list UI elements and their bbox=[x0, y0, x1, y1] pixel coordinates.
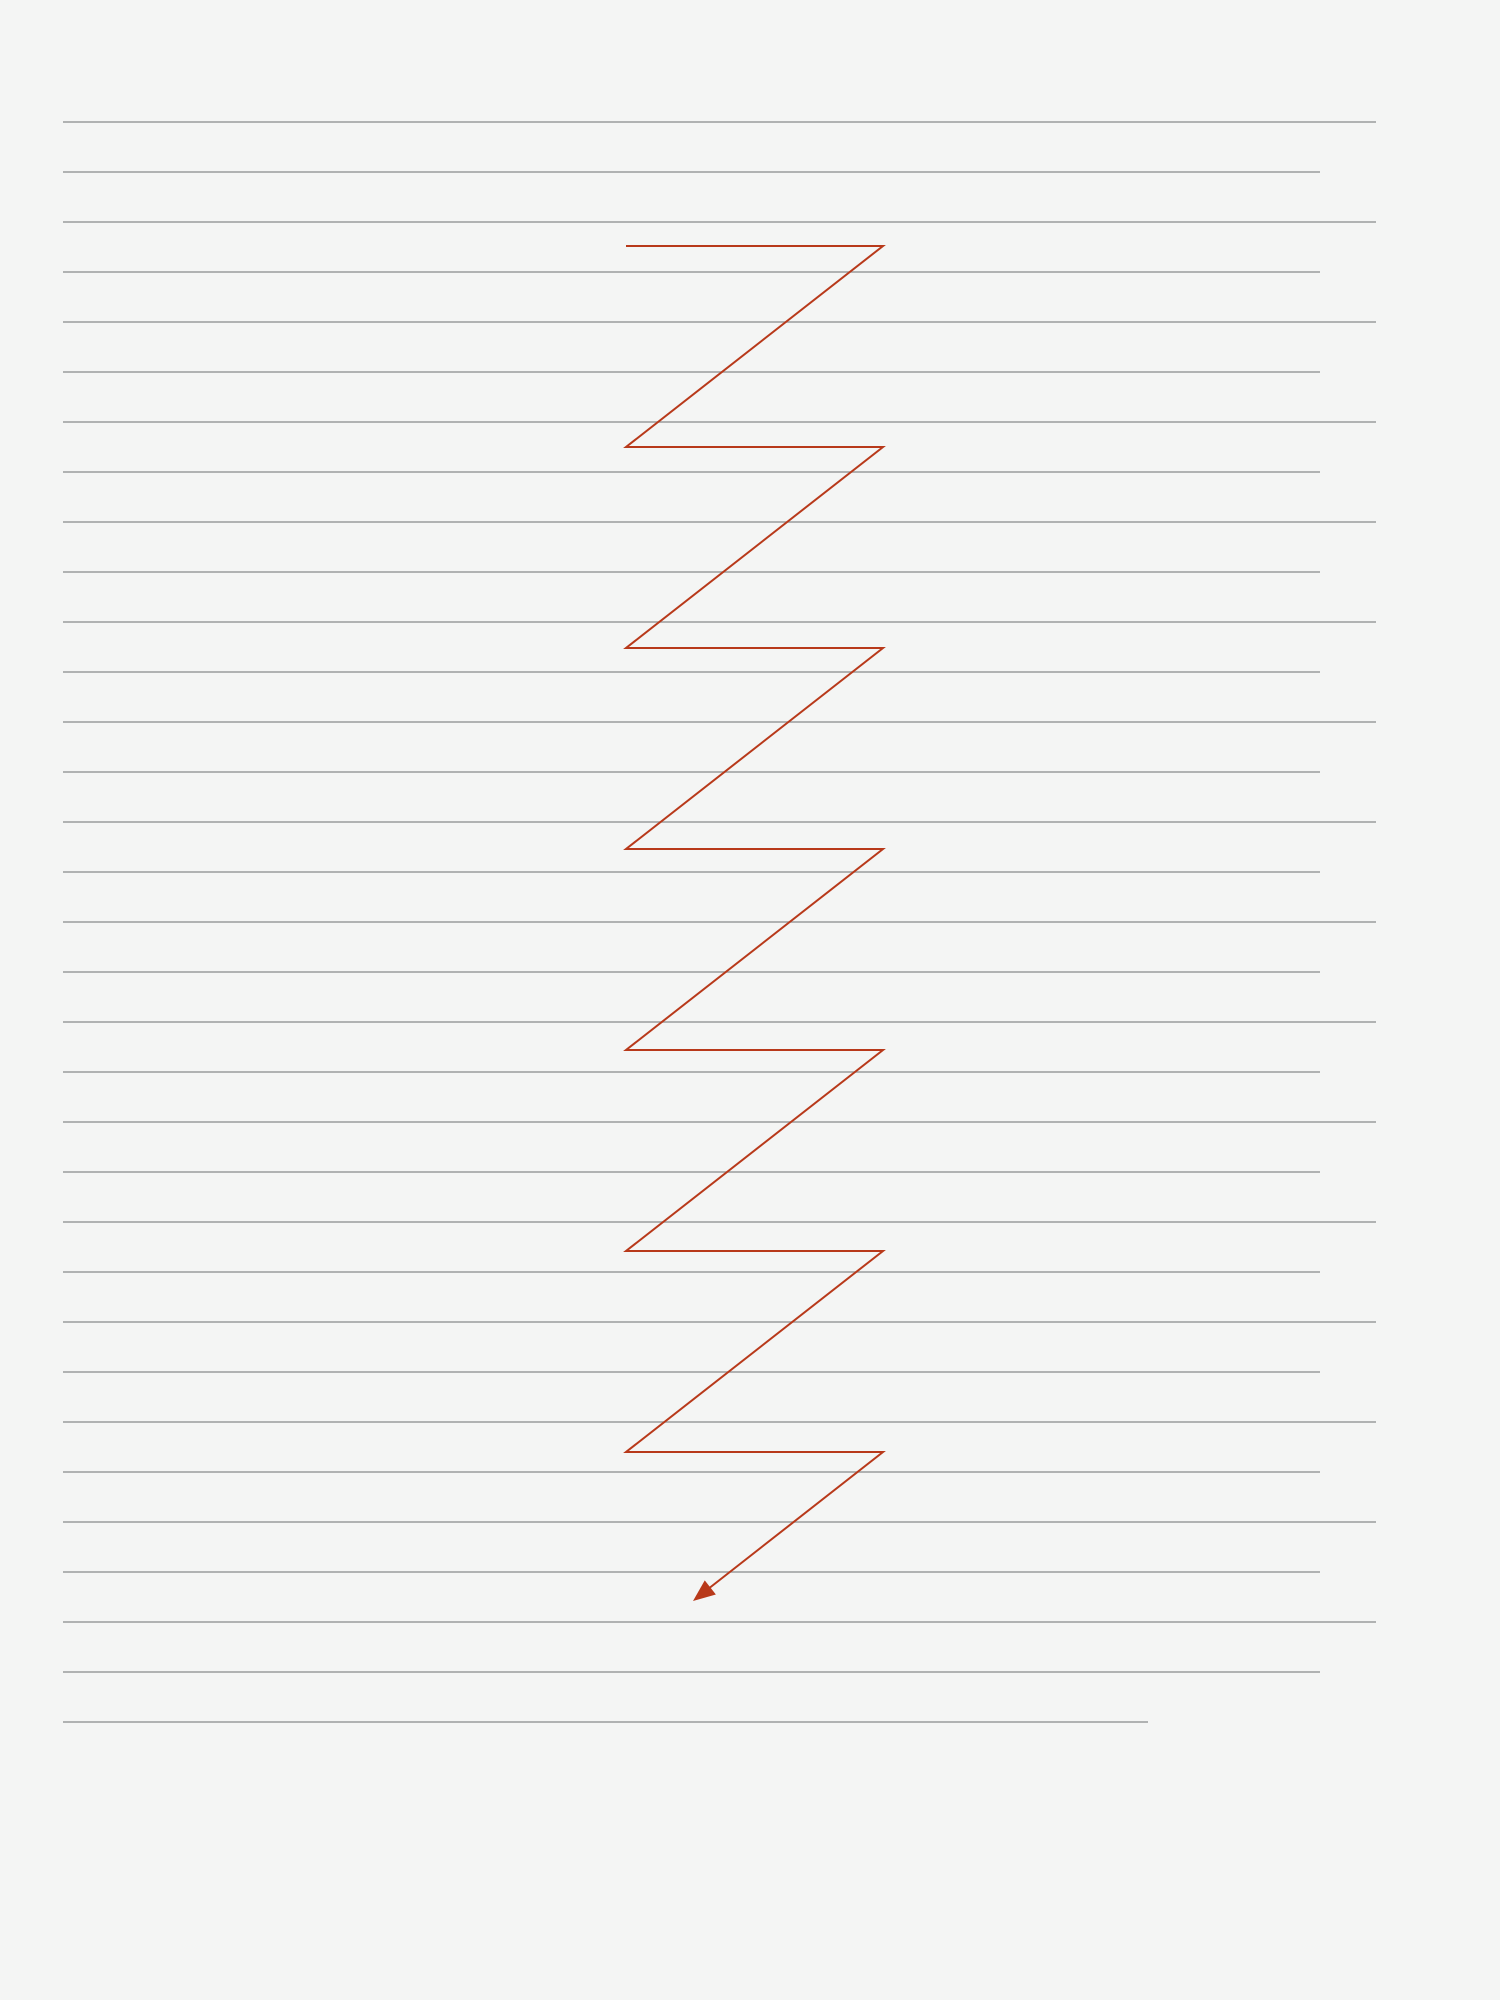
reading-path-group bbox=[623, 245, 886, 1601]
arrow-head-icon bbox=[693, 1580, 716, 1601]
text-lines-group bbox=[63, 121, 1376, 1723]
reading-path-line bbox=[623, 245, 886, 1594]
